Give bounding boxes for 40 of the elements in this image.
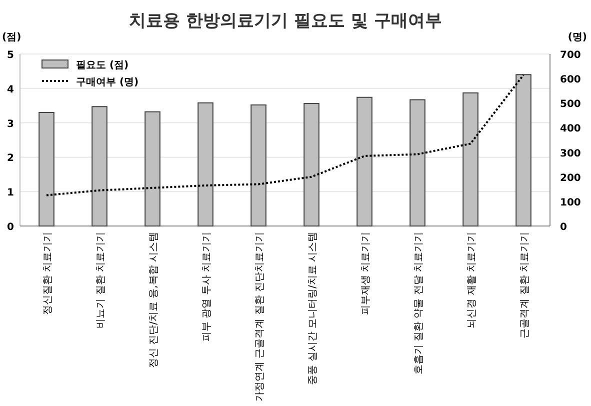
x-tick-label: 피부재생 치료기기 bbox=[360, 232, 372, 316]
bar bbox=[462, 92, 478, 226]
y2-tick-label: 700 bbox=[560, 50, 581, 61]
y-tick-label: 3 bbox=[7, 118, 14, 130]
y2-tick-label: 300 bbox=[560, 148, 581, 160]
y-tick-label: 5 bbox=[7, 50, 14, 61]
y-tick-label: 2 bbox=[7, 153, 14, 164]
y2-tick-label: 0 bbox=[560, 222, 567, 233]
y2-tick-label: 200 bbox=[560, 172, 581, 184]
bar bbox=[144, 111, 160, 226]
x-tick-label: 가정연계 근골격계 질환 진단치료기기 bbox=[254, 232, 266, 402]
bar bbox=[92, 106, 108, 226]
x-tick-label: 근골격계 질환 치료기기 bbox=[520, 232, 530, 338]
y-tick-label: 1 bbox=[7, 188, 14, 199]
bar bbox=[356, 96, 372, 226]
legend-label: 필요도 (점) bbox=[76, 60, 129, 71]
x-tick-label: 피부 광열 투사 치료기기 bbox=[202, 232, 212, 342]
bar bbox=[250, 104, 266, 226]
x-tick-label: 비뇨기 질환 치료기기 bbox=[96, 232, 106, 328]
y2-tick-label: 600 bbox=[560, 74, 581, 86]
y-axis-title: (점) bbox=[2, 32, 22, 43]
x-tick-label: 호흡기 질환 약물 전달 치료기기 bbox=[414, 232, 424, 375]
x-tick-label: 정신질환 치료기기 bbox=[42, 232, 54, 316]
y-tick-label: 0 bbox=[7, 222, 14, 233]
line-series bbox=[46, 74, 524, 196]
bar bbox=[198, 102, 214, 226]
bar bbox=[516, 74, 532, 226]
bar bbox=[38, 112, 54, 226]
x-tick-label: 정신 진단/치료 융,복합 시스템 bbox=[148, 232, 160, 368]
y2-tick-label: 100 bbox=[560, 197, 581, 208]
bar bbox=[410, 99, 426, 226]
legend-label: 구매여부 (명) bbox=[76, 77, 139, 88]
chart-title: 치료용 한방의료기기 필요도 및 구매여부 bbox=[129, 11, 442, 31]
y2-axis-title: (명) bbox=[568, 32, 587, 43]
x-tick-label: 뇌신경 재활 치료기기 bbox=[466, 232, 478, 328]
y2-tick-label: 500 bbox=[560, 99, 581, 110]
y-tick-label: 4 bbox=[7, 84, 14, 96]
bar bbox=[304, 103, 320, 226]
x-tick-label: 중풍 실시간 모니터링/치료 시스템 bbox=[308, 232, 318, 385]
y2-tick-label: 400 bbox=[560, 124, 581, 135]
